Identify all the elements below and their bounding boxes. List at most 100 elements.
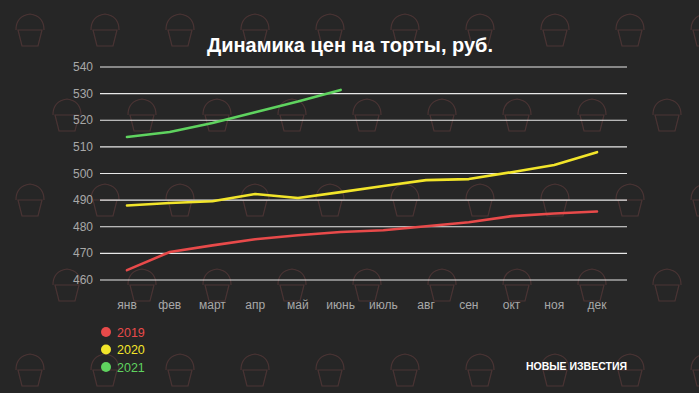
grid-line <box>100 146 627 147</box>
logo-text: НОВЫЕ ИЗВЕСТИЯ <box>526 360 627 372</box>
cupcake-top <box>691 354 699 370</box>
cupcake-base <box>243 370 267 386</box>
cupcake-top <box>316 354 344 370</box>
cupcake-base <box>93 370 117 386</box>
cupcake-base <box>655 285 679 301</box>
y-tick-label: 500 <box>73 167 93 181</box>
x-tick-label: окт <box>503 298 521 312</box>
series-line <box>127 90 341 137</box>
legend-label: 2019 <box>117 326 145 340</box>
x-tick-label: апр <box>245 298 265 312</box>
x-tick-label: дек <box>588 298 608 312</box>
cupcake-top <box>241 14 269 30</box>
chart-svg: Динамика цен на торты, руб.4604704804905… <box>0 0 699 393</box>
cupcake-base <box>543 370 567 386</box>
cupcake-top <box>128 99 156 115</box>
cupcake-top <box>128 269 156 285</box>
cupcake-top <box>166 184 194 200</box>
grid-line <box>100 226 627 227</box>
cupcake-base <box>693 200 699 216</box>
grid-line <box>100 120 627 121</box>
cupcake-top <box>203 269 231 285</box>
cupcake-base <box>393 370 417 386</box>
x-tick-label: ноя <box>544 298 564 312</box>
cupcake-top <box>653 99 681 115</box>
cupcake-top <box>466 354 494 370</box>
grid-line <box>100 200 627 201</box>
cupcake-base <box>618 30 642 46</box>
cupcake-base <box>543 30 567 46</box>
cupcake-top <box>241 184 269 200</box>
cupcake-top <box>466 14 494 30</box>
cupcake-top <box>466 184 494 200</box>
cupcake-top <box>353 99 381 115</box>
series-line <box>127 212 597 271</box>
y-tick-label: 470 <box>73 246 93 260</box>
cupcake-top <box>203 99 231 115</box>
cupcake-base <box>318 200 342 216</box>
cupcake-base <box>693 30 699 46</box>
cupcake-base <box>93 30 117 46</box>
cupcake-top <box>691 14 699 30</box>
legend-label: 2021 <box>117 361 145 375</box>
cupcake-top <box>316 14 344 30</box>
legend-marker <box>101 345 111 355</box>
legend-marker <box>101 362 111 372</box>
cupcake-top <box>166 354 194 370</box>
cupcake-top <box>578 99 606 115</box>
cupcake-base <box>18 370 42 386</box>
y-tick-label: 480 <box>73 220 93 234</box>
cupcake-base <box>618 200 642 216</box>
cupcake-top <box>578 269 606 285</box>
legend-marker <box>101 327 111 337</box>
x-tick-label: авг <box>417 298 435 312</box>
cupcake-top <box>428 99 456 115</box>
cupcake-base <box>168 370 192 386</box>
cupcake-base <box>430 115 454 131</box>
cupcake-top <box>91 184 119 200</box>
cupcake-base <box>505 115 529 131</box>
cupcake-base <box>168 30 192 46</box>
cupcake-top <box>691 184 699 200</box>
cupcake-top <box>653 269 681 285</box>
grid-line <box>100 279 627 280</box>
title: Динамика цен на торты, руб. <box>207 34 493 56</box>
y-tick-label: 520 <box>73 113 93 127</box>
background-pattern <box>16 14 699 386</box>
cupcake-top <box>91 14 119 30</box>
cupcake-top <box>353 269 381 285</box>
x-tick-label: март <box>199 298 226 312</box>
cupcake-base <box>468 370 492 386</box>
cupcake-top <box>241 354 269 370</box>
cupcake-top <box>503 269 531 285</box>
x-tick-label: июль <box>369 298 398 312</box>
cupcake-top <box>16 354 44 370</box>
grid-line <box>100 253 627 254</box>
cupcake-base <box>18 200 42 216</box>
cupcake-top <box>391 354 419 370</box>
cupcake-base <box>580 115 604 131</box>
y-tick-label: 460 <box>73 273 93 287</box>
cupcake-base <box>618 370 642 386</box>
grid-line <box>100 93 627 94</box>
cupcake-base <box>655 115 679 131</box>
cupcake-base <box>280 115 304 131</box>
cupcake-top <box>16 184 44 200</box>
cupcake-base <box>693 370 699 386</box>
cupcake-base <box>93 200 117 216</box>
cupcake-base <box>355 115 379 131</box>
series-line <box>127 152 597 205</box>
cupcake-base <box>393 200 417 216</box>
grid-line <box>100 173 627 174</box>
cupcake-top <box>16 14 44 30</box>
cupcake-top <box>616 184 644 200</box>
cupcake-base <box>18 30 42 46</box>
background <box>0 0 699 393</box>
cupcake-base <box>318 370 342 386</box>
legend-label: 2020 <box>117 343 145 357</box>
chart-root: Динамика цен на торты, руб.4604704804905… <box>0 0 699 393</box>
cupcake-top <box>166 14 194 30</box>
cupcake-top <box>428 269 456 285</box>
x-tick-label: май <box>287 298 309 312</box>
cupcake-top <box>391 14 419 30</box>
